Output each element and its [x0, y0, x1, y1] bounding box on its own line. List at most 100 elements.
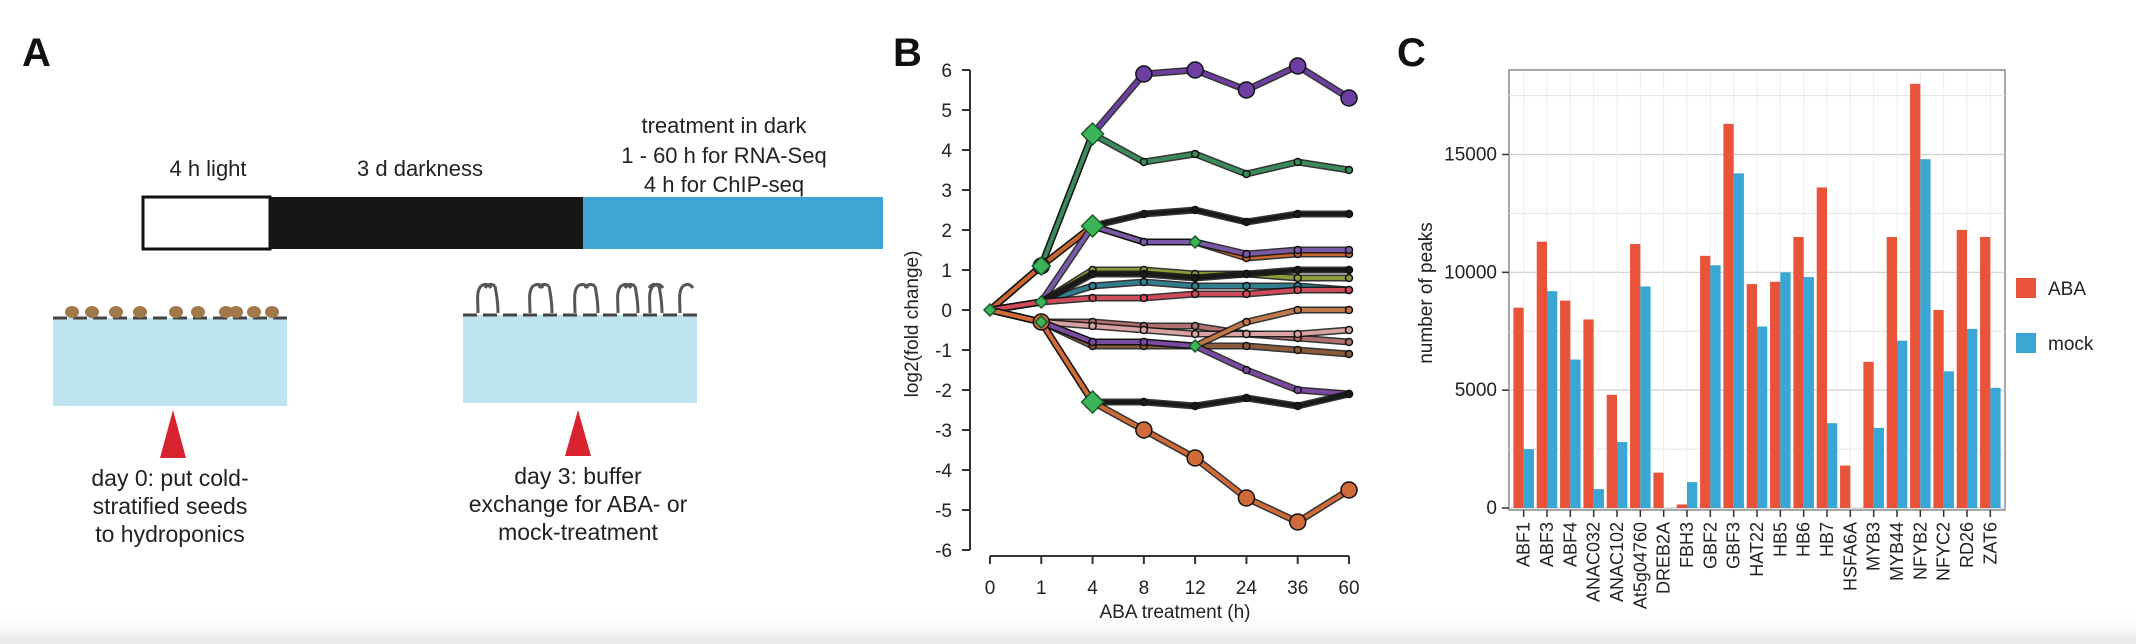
category-label: At5g04760 [1630, 522, 1650, 609]
bar-mock [1990, 387, 2001, 508]
y-tick-label: -2 [935, 381, 952, 402]
category-label: HAT22 [1747, 522, 1767, 577]
bar-mock [1570, 359, 1581, 508]
series-point [1242, 281, 1251, 291]
series-point [1344, 245, 1354, 255]
category-label: GBF3 [1724, 522, 1744, 569]
hydroponic-tray-day3 [463, 315, 697, 403]
light-segment [141, 195, 272, 251]
branch-node-icon [1188, 338, 1203, 354]
seedling-icon [476, 282, 493, 314]
series-point [1190, 205, 1200, 215]
seedling-icon [583, 282, 600, 314]
y-tick-label: 10000 [1444, 262, 1497, 283]
bar-mock [1687, 482, 1698, 508]
x-tick-label: 36 [1287, 578, 1308, 599]
y-tick-label: -4 [935, 461, 952, 482]
seedling-icon [616, 282, 633, 314]
series-point [1135, 421, 1153, 439]
branch-node-icon [1080, 121, 1105, 147]
series-point [1293, 209, 1302, 219]
panel-b: B 6 5 4 3 2 1 0 -1 -2 -3 -4 -5 -6 0 1 4 8 12 24 36 60 log2(f… [893, 31, 1360, 623]
seeds [65, 306, 279, 318]
series-point [1242, 393, 1251, 403]
step2-line3: mock-treatment [498, 519, 658, 545]
category-label: ANAC102 [1607, 522, 1627, 602]
seedling-icon [537, 282, 554, 314]
series-point [1190, 329, 1200, 339]
series-point [1139, 269, 1149, 279]
step1-line2: stratified seeds [93, 493, 248, 519]
series-point [1088, 281, 1097, 291]
series-point [1190, 273, 1200, 283]
bar-aba [1770, 281, 1781, 508]
series-line [989, 308, 1350, 396]
series-point [1190, 401, 1200, 411]
series-point [1293, 157, 1302, 167]
series-point [1139, 277, 1149, 287]
series-point [1293, 273, 1302, 283]
series-point [1344, 305, 1354, 315]
series-point [1139, 337, 1149, 347]
series-point [1242, 169, 1251, 179]
panel-b-series [982, 57, 1358, 531]
series-point [1293, 285, 1302, 295]
bar-aba [1933, 310, 1944, 508]
y-tick-label: 3 [941, 181, 952, 202]
bar-mock [1547, 291, 1558, 508]
series-point [1344, 325, 1354, 335]
step2-line2: exchange for ABA- or [469, 491, 688, 517]
category-label: ABF4 [1560, 522, 1580, 567]
seed-icon [169, 306, 183, 318]
step1-line3: to hydroponics [95, 521, 245, 547]
series-point [1293, 305, 1302, 315]
bar-aba [1746, 284, 1757, 508]
series-line [989, 308, 1351, 524]
series-point [1242, 365, 1251, 375]
bar-aba [1653, 472, 1664, 508]
series-point [1190, 149, 1200, 159]
category-label: FBH3 [1677, 522, 1697, 568]
category-label: GBF2 [1700, 522, 1720, 569]
branch-node-icon [1188, 234, 1203, 250]
bar-aba [1863, 361, 1874, 508]
seed-icon [65, 306, 79, 318]
y-tick-label: 1 [941, 261, 952, 282]
category-label: ZAT6 [1980, 522, 2000, 565]
bar-aba [1606, 394, 1617, 508]
category-label: HB6 [1794, 522, 1814, 557]
y-tick-label: 4 [941, 141, 952, 162]
series-point [1242, 329, 1251, 339]
y-tick-label: 5 [941, 101, 952, 122]
bar-mock [1733, 173, 1744, 508]
seedling-icon [647, 282, 664, 314]
series-point [1288, 57, 1307, 75]
y-tick-label: -3 [935, 421, 952, 442]
y-tick-label: 0 [1486, 498, 1497, 519]
y-tick-label: -5 [935, 501, 952, 522]
seed-icon [191, 306, 205, 318]
series-point [1340, 481, 1358, 499]
series-point [1088, 293, 1097, 303]
treatment-label-2: 1 - 60 h for RNA-Seq [621, 143, 826, 168]
series-point [1088, 337, 1097, 347]
dark-label: 3 d darkness [357, 156, 483, 181]
category-label: HB5 [1770, 522, 1790, 557]
branch-node-icon [1080, 213, 1105, 239]
series-point [1190, 289, 1200, 299]
series-point [1139, 237, 1149, 247]
seed-icon [133, 306, 147, 318]
series-point [1186, 449, 1204, 467]
panel-b-y-axis-title: log2(fold change) [902, 251, 923, 398]
series-point [1237, 489, 1256, 507]
series-point [1344, 285, 1354, 295]
bar-mock [1943, 371, 1954, 508]
bar-mock [1710, 265, 1721, 508]
bar-aba [1560, 300, 1571, 508]
legend-label-aba: ABA [2048, 279, 2086, 300]
category-label: ABF1 [1514, 522, 1534, 567]
bar-aba [1980, 236, 1991, 509]
y-tick-label: -6 [935, 541, 952, 562]
series-point [1186, 61, 1204, 79]
category-label: RD26 [1957, 522, 1977, 568]
